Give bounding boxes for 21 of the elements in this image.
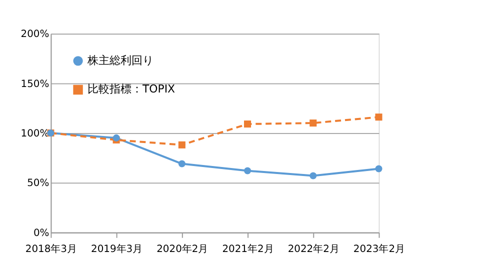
y-tick-label: 200% [20, 29, 50, 40]
point [244, 167, 252, 174]
y-tick-label: 150% [20, 78, 50, 90]
y-tick-label: 100% [20, 128, 50, 140]
point [375, 165, 382, 172]
point [244, 120, 252, 128]
y-tick-label: 50% [27, 178, 50, 190]
point [178, 141, 186, 148]
legend-label: 株主総利回り [86, 54, 154, 67]
x-tick-label: 2021年2月 [222, 242, 274, 255]
x-tick-label: 2022年2月 [288, 242, 340, 255]
x-tick-label: 2023年2月 [353, 242, 406, 255]
x-tick-label: 2019年3月 [90, 242, 143, 255]
point [178, 160, 186, 168]
point [310, 172, 317, 180]
x-tick-label: 2020年2月 [156, 242, 208, 255]
point [310, 120, 317, 127]
y-tick-label: 0% [33, 228, 50, 239]
legend-label: 比較指標：TOPIX [87, 82, 176, 96]
x-tick-label: 2018年3月 [25, 242, 78, 255]
point [375, 114, 382, 121]
